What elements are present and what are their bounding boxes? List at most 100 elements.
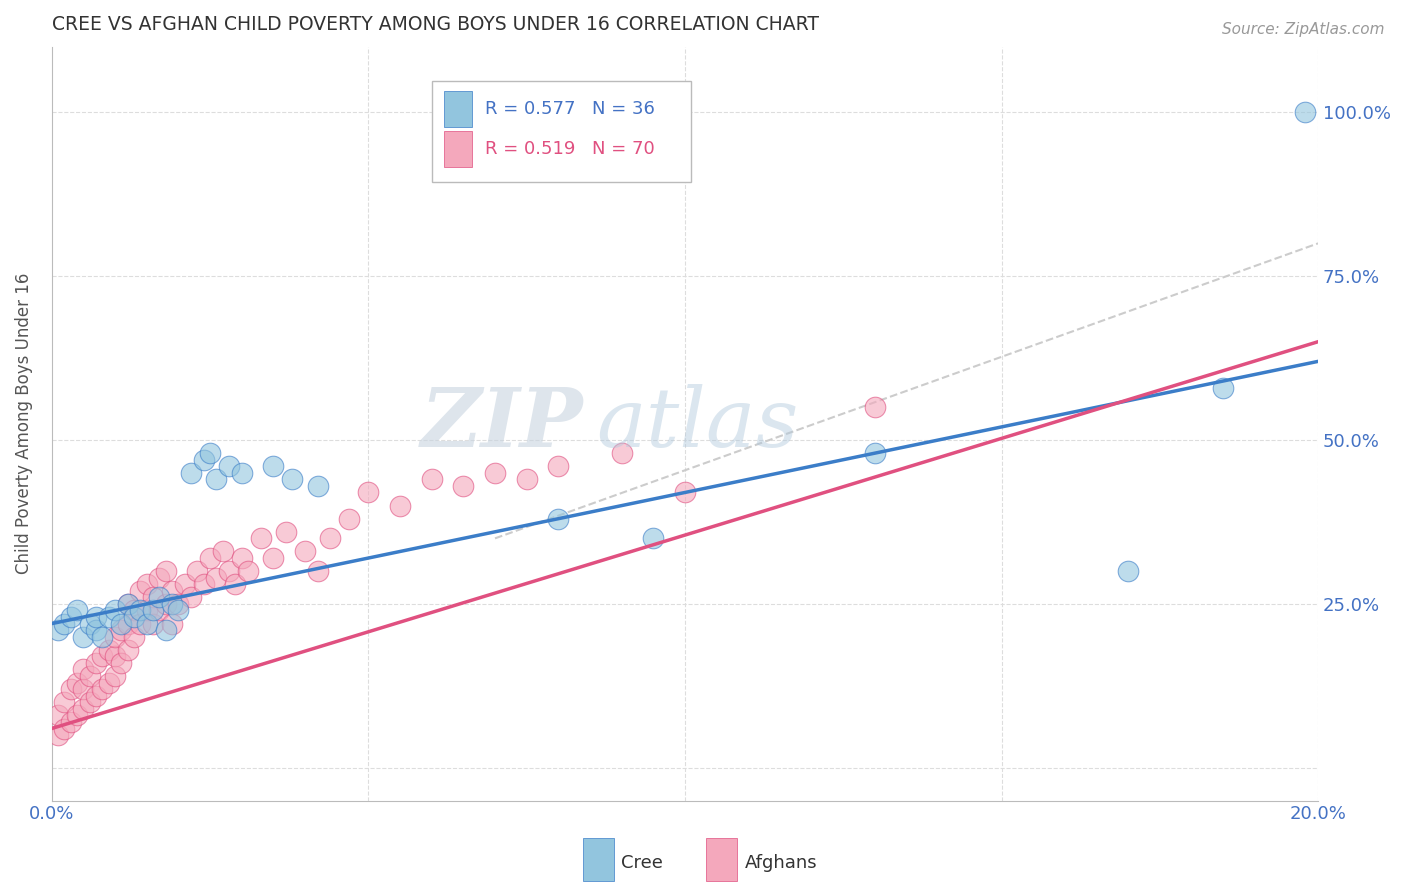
Point xyxy=(236,564,259,578)
Point xyxy=(148,603,170,617)
Point xyxy=(484,466,506,480)
Point xyxy=(142,616,165,631)
Point xyxy=(66,675,89,690)
Point xyxy=(135,577,157,591)
Text: Cree: Cree xyxy=(621,855,664,872)
Point xyxy=(167,597,190,611)
Y-axis label: Child Poverty Among Boys Under 16: Child Poverty Among Boys Under 16 xyxy=(15,273,32,574)
Point xyxy=(129,583,152,598)
Point xyxy=(211,544,233,558)
Point xyxy=(79,669,101,683)
Point xyxy=(46,728,69,742)
Point xyxy=(205,571,228,585)
Point xyxy=(72,630,94,644)
Point xyxy=(104,630,127,644)
Point xyxy=(79,616,101,631)
Point xyxy=(148,591,170,605)
Point xyxy=(97,675,120,690)
Text: Afghans: Afghans xyxy=(745,855,818,872)
Point xyxy=(420,472,443,486)
Point xyxy=(307,479,329,493)
Point xyxy=(262,459,284,474)
Point xyxy=(129,616,152,631)
Point xyxy=(117,616,139,631)
FancyBboxPatch shape xyxy=(444,131,472,168)
Point xyxy=(135,603,157,617)
Point xyxy=(59,610,82,624)
Point xyxy=(91,630,114,644)
Point xyxy=(218,564,240,578)
Point xyxy=(104,603,127,617)
Text: ZIP: ZIP xyxy=(420,384,583,464)
Point xyxy=(281,472,304,486)
FancyBboxPatch shape xyxy=(444,91,472,128)
Point xyxy=(142,603,165,617)
Point xyxy=(104,669,127,683)
Point xyxy=(129,603,152,617)
Point xyxy=(262,551,284,566)
Point xyxy=(155,564,177,578)
Point xyxy=(84,689,107,703)
Point xyxy=(547,459,569,474)
Point xyxy=(110,656,132,670)
Point xyxy=(91,649,114,664)
Point xyxy=(53,695,76,709)
Point xyxy=(122,630,145,644)
Point xyxy=(160,597,183,611)
Point xyxy=(53,722,76,736)
Point xyxy=(231,551,253,566)
Point xyxy=(337,512,360,526)
Point xyxy=(148,571,170,585)
Point xyxy=(122,603,145,617)
Point xyxy=(205,472,228,486)
Text: R = 0.577: R = 0.577 xyxy=(485,100,575,119)
Point xyxy=(643,532,665,546)
Point xyxy=(155,623,177,637)
Point xyxy=(198,551,221,566)
Point xyxy=(135,616,157,631)
Point xyxy=(1116,564,1139,578)
Point xyxy=(453,479,475,493)
Point xyxy=(72,663,94,677)
Point xyxy=(1295,105,1317,120)
Point xyxy=(66,708,89,723)
Point xyxy=(180,591,202,605)
Point xyxy=(673,485,696,500)
Point xyxy=(319,532,342,546)
Point xyxy=(97,610,120,624)
Point xyxy=(142,591,165,605)
Point xyxy=(193,577,215,591)
Point xyxy=(53,616,76,631)
Point xyxy=(110,616,132,631)
Point xyxy=(180,466,202,480)
Point xyxy=(186,564,208,578)
Point xyxy=(79,695,101,709)
Point xyxy=(160,616,183,631)
Point xyxy=(863,446,886,460)
Text: N = 70: N = 70 xyxy=(592,140,655,158)
Point xyxy=(155,597,177,611)
Point xyxy=(294,544,316,558)
Point xyxy=(198,446,221,460)
Point xyxy=(97,643,120,657)
Point xyxy=(117,597,139,611)
Point xyxy=(72,682,94,697)
Point xyxy=(547,512,569,526)
Text: Source: ZipAtlas.com: Source: ZipAtlas.com xyxy=(1222,22,1385,37)
Point xyxy=(110,623,132,637)
Point xyxy=(72,702,94,716)
Point xyxy=(66,603,89,617)
Point xyxy=(46,623,69,637)
Point xyxy=(357,485,380,500)
Point xyxy=(610,446,633,460)
Point xyxy=(117,643,139,657)
Point xyxy=(231,466,253,480)
Point xyxy=(307,564,329,578)
Point xyxy=(863,401,886,415)
Point xyxy=(84,656,107,670)
Point xyxy=(160,583,183,598)
Text: CREE VS AFGHAN CHILD POVERTY AMONG BOYS UNDER 16 CORRELATION CHART: CREE VS AFGHAN CHILD POVERTY AMONG BOYS … xyxy=(52,15,818,34)
Point xyxy=(59,682,82,697)
FancyBboxPatch shape xyxy=(432,80,692,182)
Point xyxy=(516,472,538,486)
